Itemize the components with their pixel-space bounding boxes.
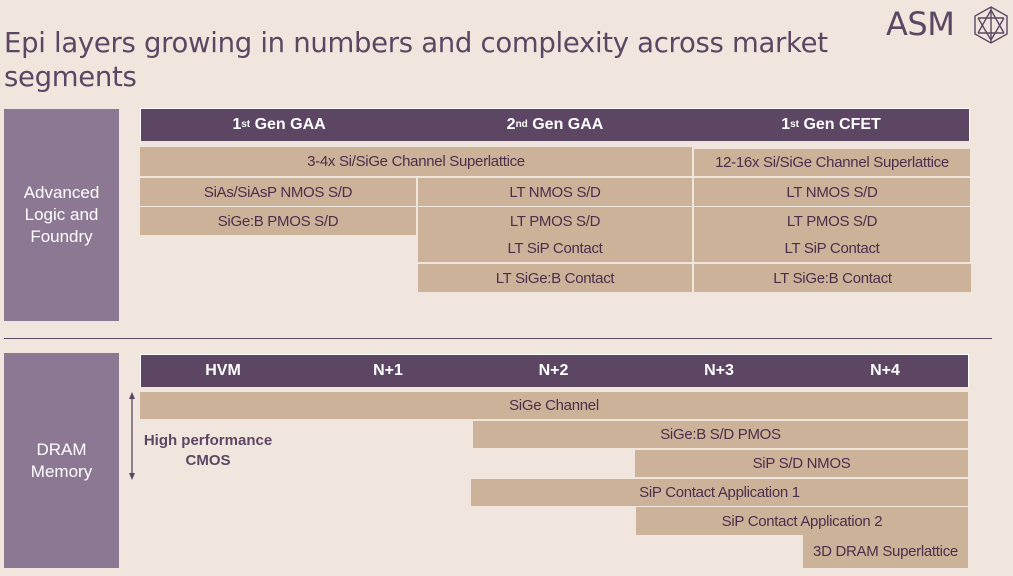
cell-cfet-sip: LT SiP Contact xyxy=(784,239,880,257)
cell-g2-pmos: LT PMOS S/D xyxy=(509,212,601,230)
double-arrow-icon xyxy=(129,392,135,480)
cell-g2-nmos: LT NMOS S/D xyxy=(418,178,692,206)
bar-3d-dram-superlattice: 3D DRAM Superlattice xyxy=(803,535,968,568)
cell-cfet-nmos: LT NMOS S/D xyxy=(694,178,970,206)
cell-g1-nmos: SiAs/SiAsP NMOS S/D xyxy=(140,178,416,206)
header-n4: N+4 xyxy=(802,354,969,387)
cell-channel-cfet: 12-16x Si/SiGe Channel Superlattice xyxy=(694,149,970,176)
cell-cfet-sigeb: LT SiGe:B Contact xyxy=(694,264,971,292)
cell-cfet-pmos: LT PMOS S/D xyxy=(786,212,878,230)
header-n2: N+2 xyxy=(471,354,637,387)
cell-g2-sigeb: LT SiGe:B Contact xyxy=(418,264,692,292)
cell-g2-sip: LT SiP Contact xyxy=(507,239,603,257)
header-n1: N+1 xyxy=(305,354,472,387)
asm-hexagon-logo-icon xyxy=(974,6,1008,44)
bar-sige-channel: SiGe Channel xyxy=(140,392,968,419)
section-divider xyxy=(4,338,992,339)
asm-logo: ASM xyxy=(886,4,1010,44)
segment-label-dram: DRAM Memory xyxy=(4,353,119,568)
cell-cfet-pmos-sip: LT PMOS S/D LT SiP Contact xyxy=(694,207,970,262)
bar-sip-contact-app1: SiP Contact Application 1 xyxy=(471,479,968,506)
cell-channel-gaa: 3-4x Si/SiGe Channel Superlattice xyxy=(140,147,692,176)
bar-sigeb-sd-pmos: SiGe:B S/D PMOS xyxy=(473,421,968,448)
logo-text: ASM xyxy=(886,5,955,43)
cell-g1-pmos: SiGe:B PMOS S/D xyxy=(140,207,416,235)
high-performance-cmos-label: High performance CMOS xyxy=(143,432,273,469)
header-hvm: HVM xyxy=(140,354,306,387)
header-n3: N+3 xyxy=(636,354,803,387)
segment-label-logic: Advanced Logic and Foundry xyxy=(4,109,119,321)
bar-sip-sd-nmos: SiP S/D NMOS xyxy=(635,450,968,477)
bar-sip-contact-app2: SiP Contact Application 2 xyxy=(636,507,968,535)
cell-g2-pmos-sip: LT PMOS S/D LT SiP Contact xyxy=(418,207,692,262)
page-title: Epi layers growing in numbers and comple… xyxy=(4,27,828,93)
